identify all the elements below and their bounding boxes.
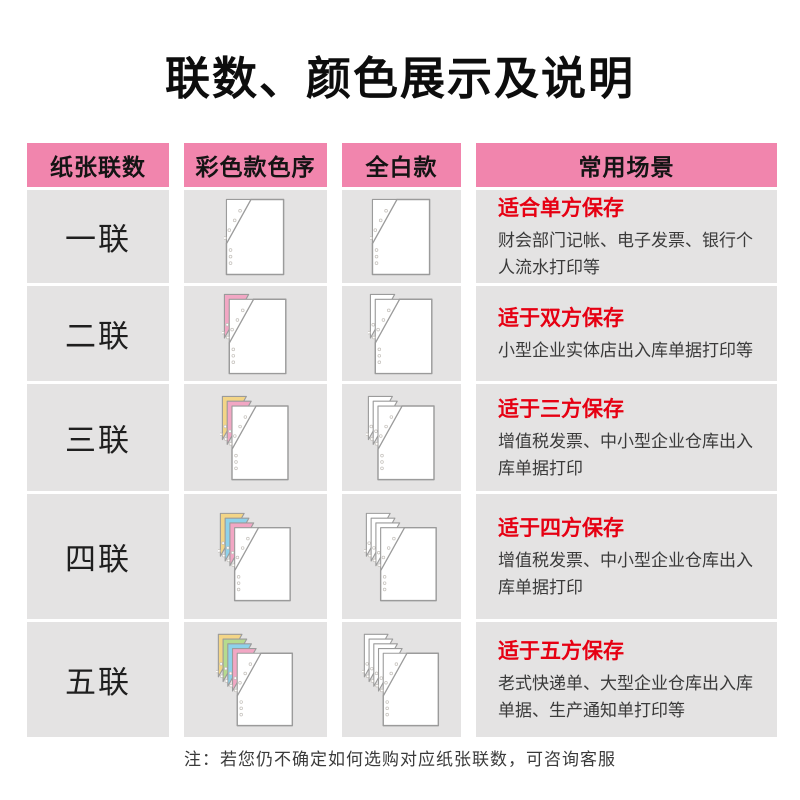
scene-cell: 适于双方保存 小型企业实体店出入库单据打印等 — [476, 286, 777, 381]
header-cell-common-scenes: 常用场景 — [476, 143, 777, 187]
color-paper-illustration-4ply — [218, 511, 293, 603]
footer-note: 注：若您仍不确定如何选购对应纸张联数，可咨询客服 — [184, 750, 616, 769]
scene-desc: 财会部门记帐、电子发票、银行个人流水打印等 — [498, 231, 753, 277]
color-paper-cell — [184, 622, 327, 737]
white-paper-illustration-5ply — [362, 632, 441, 728]
scene-desc: 小型企业实体店出入库单据打印等 — [498, 341, 753, 361]
white-paper-cell — [342, 622, 461, 737]
scene-cell: 适于三方保存 增值税发票、中小型企业仓库出入库单据打印 — [476, 384, 777, 491]
scene-cell: 适于五方保存 老式快递单、大型企业仓库出入库单据、生产通知单打印等 — [476, 622, 777, 737]
scene-title: 适于双方保存 — [498, 307, 624, 331]
color-paper-cell — [184, 494, 327, 619]
row-label-3ply: 三联 — [27, 384, 169, 491]
white-paper-illustration-2ply — [368, 292, 434, 376]
color-paper-cell — [184, 190, 327, 283]
scene-title: 适于五方保存 — [498, 640, 624, 664]
scene-desc: 老式快递单、大型企业仓库出入库单据、生产通知单打印等 — [498, 674, 753, 720]
color-paper-illustration-5ply — [216, 632, 295, 728]
white-paper-cell — [342, 494, 461, 619]
header-cell-color-version: 彩色款色序 — [184, 143, 327, 187]
scene-desc: 增值税发票、中小型企业仓库出入库单据打印 — [498, 432, 753, 478]
white-paper-illustration-3ply — [366, 394, 436, 482]
header-cell-paper-plies: 纸张联数 — [27, 143, 169, 187]
row-label-4ply: 四联 — [27, 494, 169, 619]
color-paper-cell — [184, 384, 327, 491]
header-cell-white-version: 全白款 — [342, 143, 461, 187]
row-label-2ply: 二联 — [27, 286, 169, 381]
color-paper-illustration-1ply — [224, 197, 286, 277]
scene-title: 适合单方保存 — [498, 197, 624, 221]
white-paper-cell — [342, 384, 461, 491]
row-label-1ply: 一联 — [27, 190, 169, 283]
scene-title: 适于三方保存 — [498, 398, 624, 422]
plies-table: 纸张联数 彩色款色序 全白款 常用场景 一联 适合单方保存 财会部门记帐、电子发… — [27, 143, 777, 737]
row-label-5ply: 五联 — [27, 622, 169, 737]
scene-title: 适于四方保存 — [498, 517, 624, 541]
white-paper-illustration-1ply — [370, 197, 432, 277]
scene-cell: 适合单方保存 财会部门记帐、电子发票、银行个人流水打印等 — [476, 190, 777, 283]
color-paper-cell — [184, 286, 327, 381]
white-paper-cell — [342, 190, 461, 283]
scene-cell: 适于四方保存 增值税发票、中小型企业仓库出入库单据打印 — [476, 494, 777, 619]
page-title: 联数、颜色展示及说明 — [164, 53, 635, 104]
color-paper-illustration-3ply — [220, 394, 290, 482]
scene-desc: 增值税发票、中小型企业仓库出入库单据打印 — [498, 551, 753, 597]
white-paper-illustration-4ply — [364, 511, 439, 603]
color-paper-illustration-2ply — [222, 292, 288, 376]
white-paper-cell — [342, 286, 461, 381]
